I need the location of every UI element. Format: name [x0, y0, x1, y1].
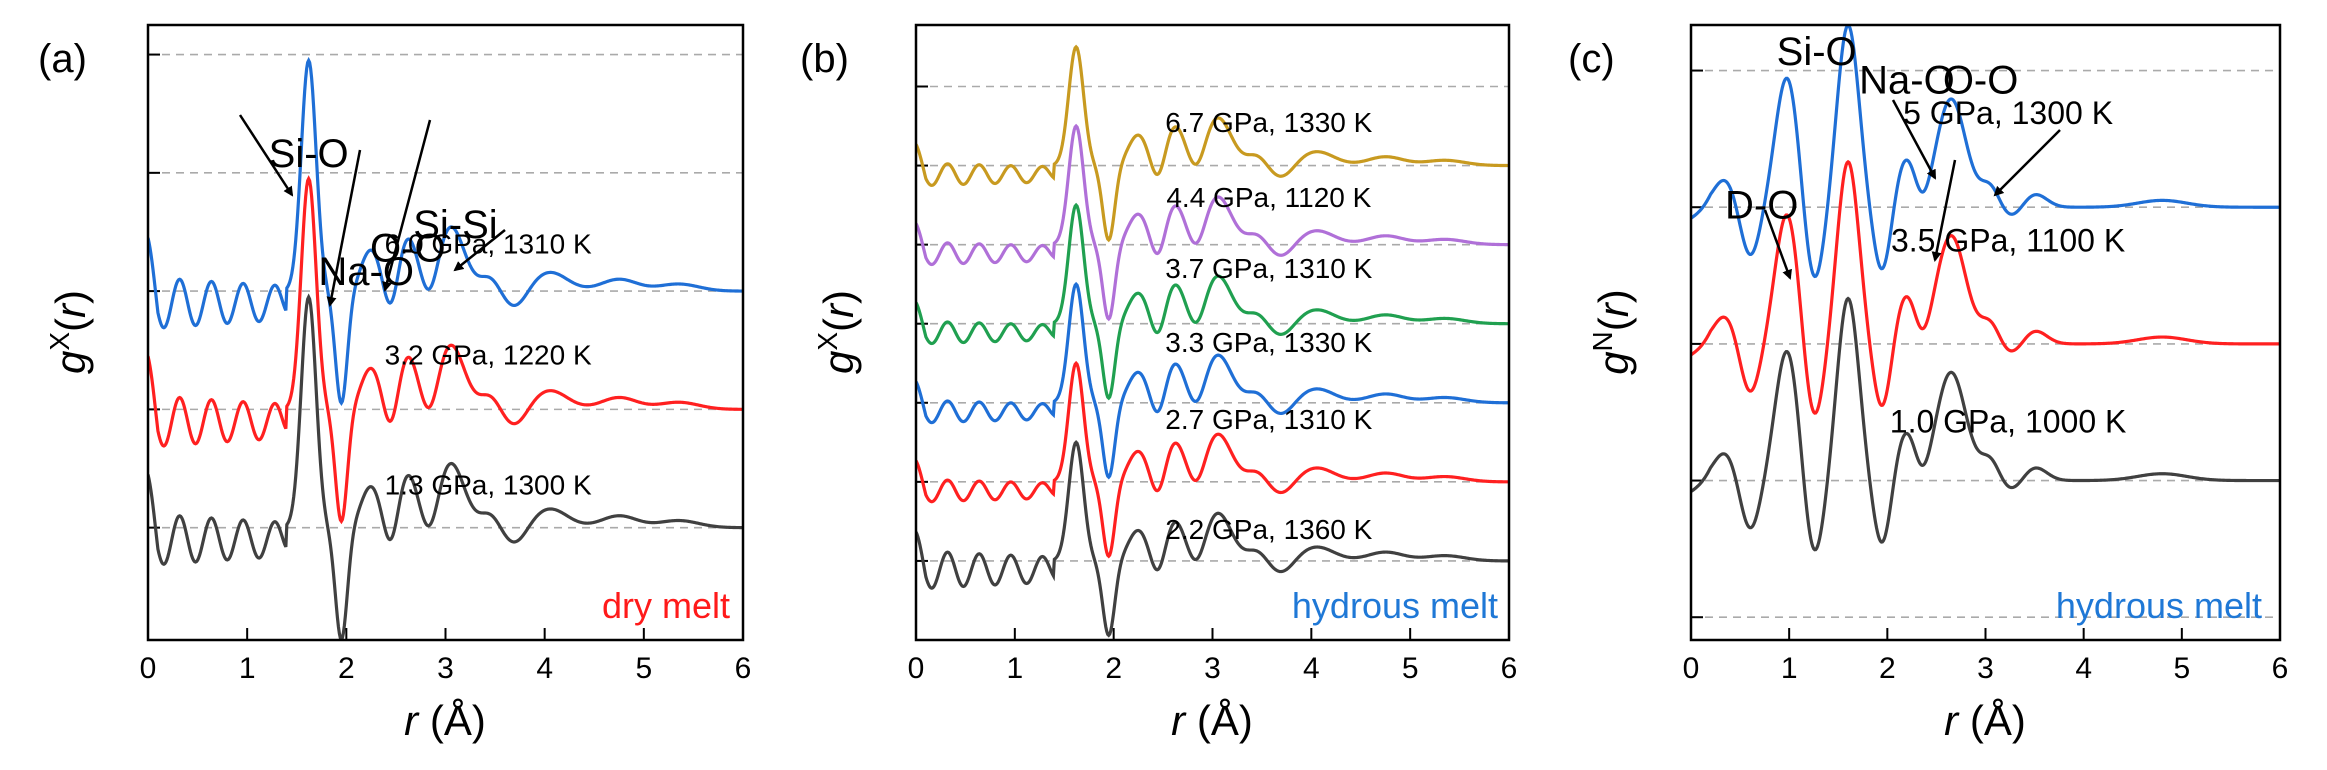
x-tick-label-b: 6	[1501, 652, 1518, 685]
x-tick-label-b: 0	[908, 652, 925, 685]
y-axis-arg-a: r	[47, 302, 94, 318]
series-label-c-0: 1.0 GPa, 1000 K	[1890, 404, 2127, 440]
y-axis-close-b: )	[815, 290, 862, 304]
x-tick-label-b: 2	[1105, 652, 1122, 685]
x-axis-var-a: r	[404, 697, 420, 744]
x-axis-unit-b: (Å)	[1185, 697, 1253, 744]
annotation-arrow	[1763, 209, 1792, 280]
series-label-b-3: 3.7 GPa, 1310 K	[1165, 253, 1372, 284]
x-tick-label-a: 4	[536, 652, 553, 685]
x-tick-label-b: 1	[1006, 652, 1023, 685]
peak-label-c-2: Na-O	[1859, 58, 1955, 102]
x-tick-label-b: 4	[1303, 652, 1320, 685]
series-line-a-0	[148, 293, 743, 640]
series-line-c-1	[1691, 159, 2280, 415]
panel-b: (b) r (Å) gX(r) hydrous melt 2.2 GPa, 13…	[800, 23, 1518, 744]
x-axis-var-c: r	[1944, 697, 1960, 744]
y-axis-sup-a: X	[44, 332, 75, 351]
series-label-c-2: 5 GPa, 1300 K	[1903, 95, 2113, 131]
y-axis-sup-c: N	[1587, 331, 1618, 351]
series-label-b-4: 4.4 GPa, 1120 K	[1166, 182, 1371, 213]
sample-tag-b: hydrous melt	[1292, 585, 1498, 626]
annotation-arrow	[1993, 129, 2061, 197]
series-label-b-2: 3.3 GPa, 1330 K	[1165, 327, 1372, 358]
peak-label-a-0: Si-O	[269, 132, 349, 176]
sample-tag-a: dry melt	[602, 585, 730, 626]
x-tick-label-c: 6	[2272, 652, 2289, 685]
peak-label-c-3: O-O	[1943, 58, 2019, 102]
y-axis-open-c: (	[1590, 317, 1637, 331]
series-line-b-5	[916, 44, 1509, 243]
series-label-c-1: 3.5 GPa, 1100 K	[1891, 223, 2125, 259]
y-axis-main-c: g	[1590, 351, 1637, 374]
series-line-b-1	[916, 360, 1509, 559]
peak-label-a-2: O-O	[370, 227, 446, 271]
annotation-arrow	[326, 149, 362, 307]
series-line-b-2	[916, 281, 1509, 480]
annotation-arrow	[382, 119, 432, 292]
y-axis-title-b: gX(r)	[812, 290, 862, 374]
panel-label-b: (b)	[800, 37, 849, 81]
y-axis-main-b: g	[815, 351, 862, 374]
y-axis-open-a: (	[47, 318, 94, 332]
annotation-arrow	[1931, 159, 1957, 262]
x-tick-label-c: 0	[1683, 652, 1700, 685]
x-axis-var-b: r	[1171, 697, 1187, 744]
panel-label-c: (c)	[1568, 37, 1615, 81]
series-line-a-1	[148, 175, 743, 525]
y-axis-close-c: )	[1590, 289, 1637, 303]
series-label-a-1: 3.2 GPa, 1220 K	[385, 339, 592, 370]
series-label-b-0: 2.2 GPa, 1360 K	[1165, 514, 1372, 545]
x-tick-label-a: 2	[338, 652, 355, 685]
series-line-c-0	[1691, 296, 2280, 552]
series-line-b-0	[916, 439, 1509, 638]
peak-label-c-1: Si-O	[1777, 30, 1857, 74]
series-line-c-2	[1691, 25, 2280, 279]
x-axis-unit-a: (Å)	[418, 697, 486, 744]
x-tick-label-a: 0	[140, 652, 157, 685]
y-axis-open-b: (	[815, 318, 862, 332]
series-label-b-5: 6.7 GPa, 1330 K	[1165, 107, 1372, 138]
panel-a: (a) r (Å) gX(r) dry melt 1.3 GPa, 1300 K…	[38, 23, 752, 744]
series-line-b-3	[916, 202, 1509, 401]
series-label-a-0: 1.3 GPa, 1300 K	[385, 470, 592, 501]
annotation-arrow	[1891, 99, 1937, 180]
y-axis-arg-b: r	[815, 302, 862, 318]
x-axis-title-b: r (Å)	[1171, 697, 1253, 744]
y-axis-arg-c: r	[1590, 301, 1637, 317]
y-axis-title-c: gN(r)	[1587, 289, 1637, 375]
x-tick-label-c: 2	[1879, 652, 1896, 685]
x-tick-label-b: 5	[1402, 652, 1419, 685]
y-axis-close-a: )	[47, 290, 94, 304]
annotation-arrow	[238, 114, 294, 197]
plot-frame-a	[146, 23, 745, 642]
x-axis-title-c: r (Å)	[1944, 697, 2026, 744]
x-tick-label-a: 1	[239, 652, 256, 685]
y-axis-main-a: g	[47, 351, 94, 374]
series-line-a-2	[148, 56, 743, 406]
x-axis-title-a: r (Å)	[404, 697, 486, 744]
peak-label-c-0: D-O	[1725, 184, 1798, 228]
y-axis-sup-b: X	[812, 332, 843, 351]
x-axis-unit-c: (Å)	[1958, 697, 2026, 744]
series-label-b-1: 2.7 GPa, 1310 K	[1165, 404, 1372, 435]
y-axis-title-a: gX(r)	[44, 290, 94, 374]
panel-c: (c) r (Å) gN(r) hydrous melt 1.0 GPa, 10…	[1568, 23, 2289, 744]
x-tick-label-a: 3	[437, 652, 454, 685]
x-tick-label-c: 5	[2173, 652, 2190, 685]
x-tick-label-c: 4	[2075, 652, 2092, 685]
x-tick-label-a: 5	[635, 652, 652, 685]
x-tick-label-c: 1	[1781, 652, 1798, 685]
panel-label-a: (a)	[38, 37, 87, 81]
x-tick-label-a: 6	[735, 652, 752, 685]
peak-label-a-3: Si-Si	[413, 203, 497, 247]
series-line-b-4	[916, 123, 1509, 322]
annotation-arrow	[453, 229, 506, 272]
sample-tag-c: hydrous melt	[2056, 585, 2262, 626]
x-tick-label-c: 3	[1977, 652, 1994, 685]
x-tick-label-b: 3	[1204, 652, 1221, 685]
